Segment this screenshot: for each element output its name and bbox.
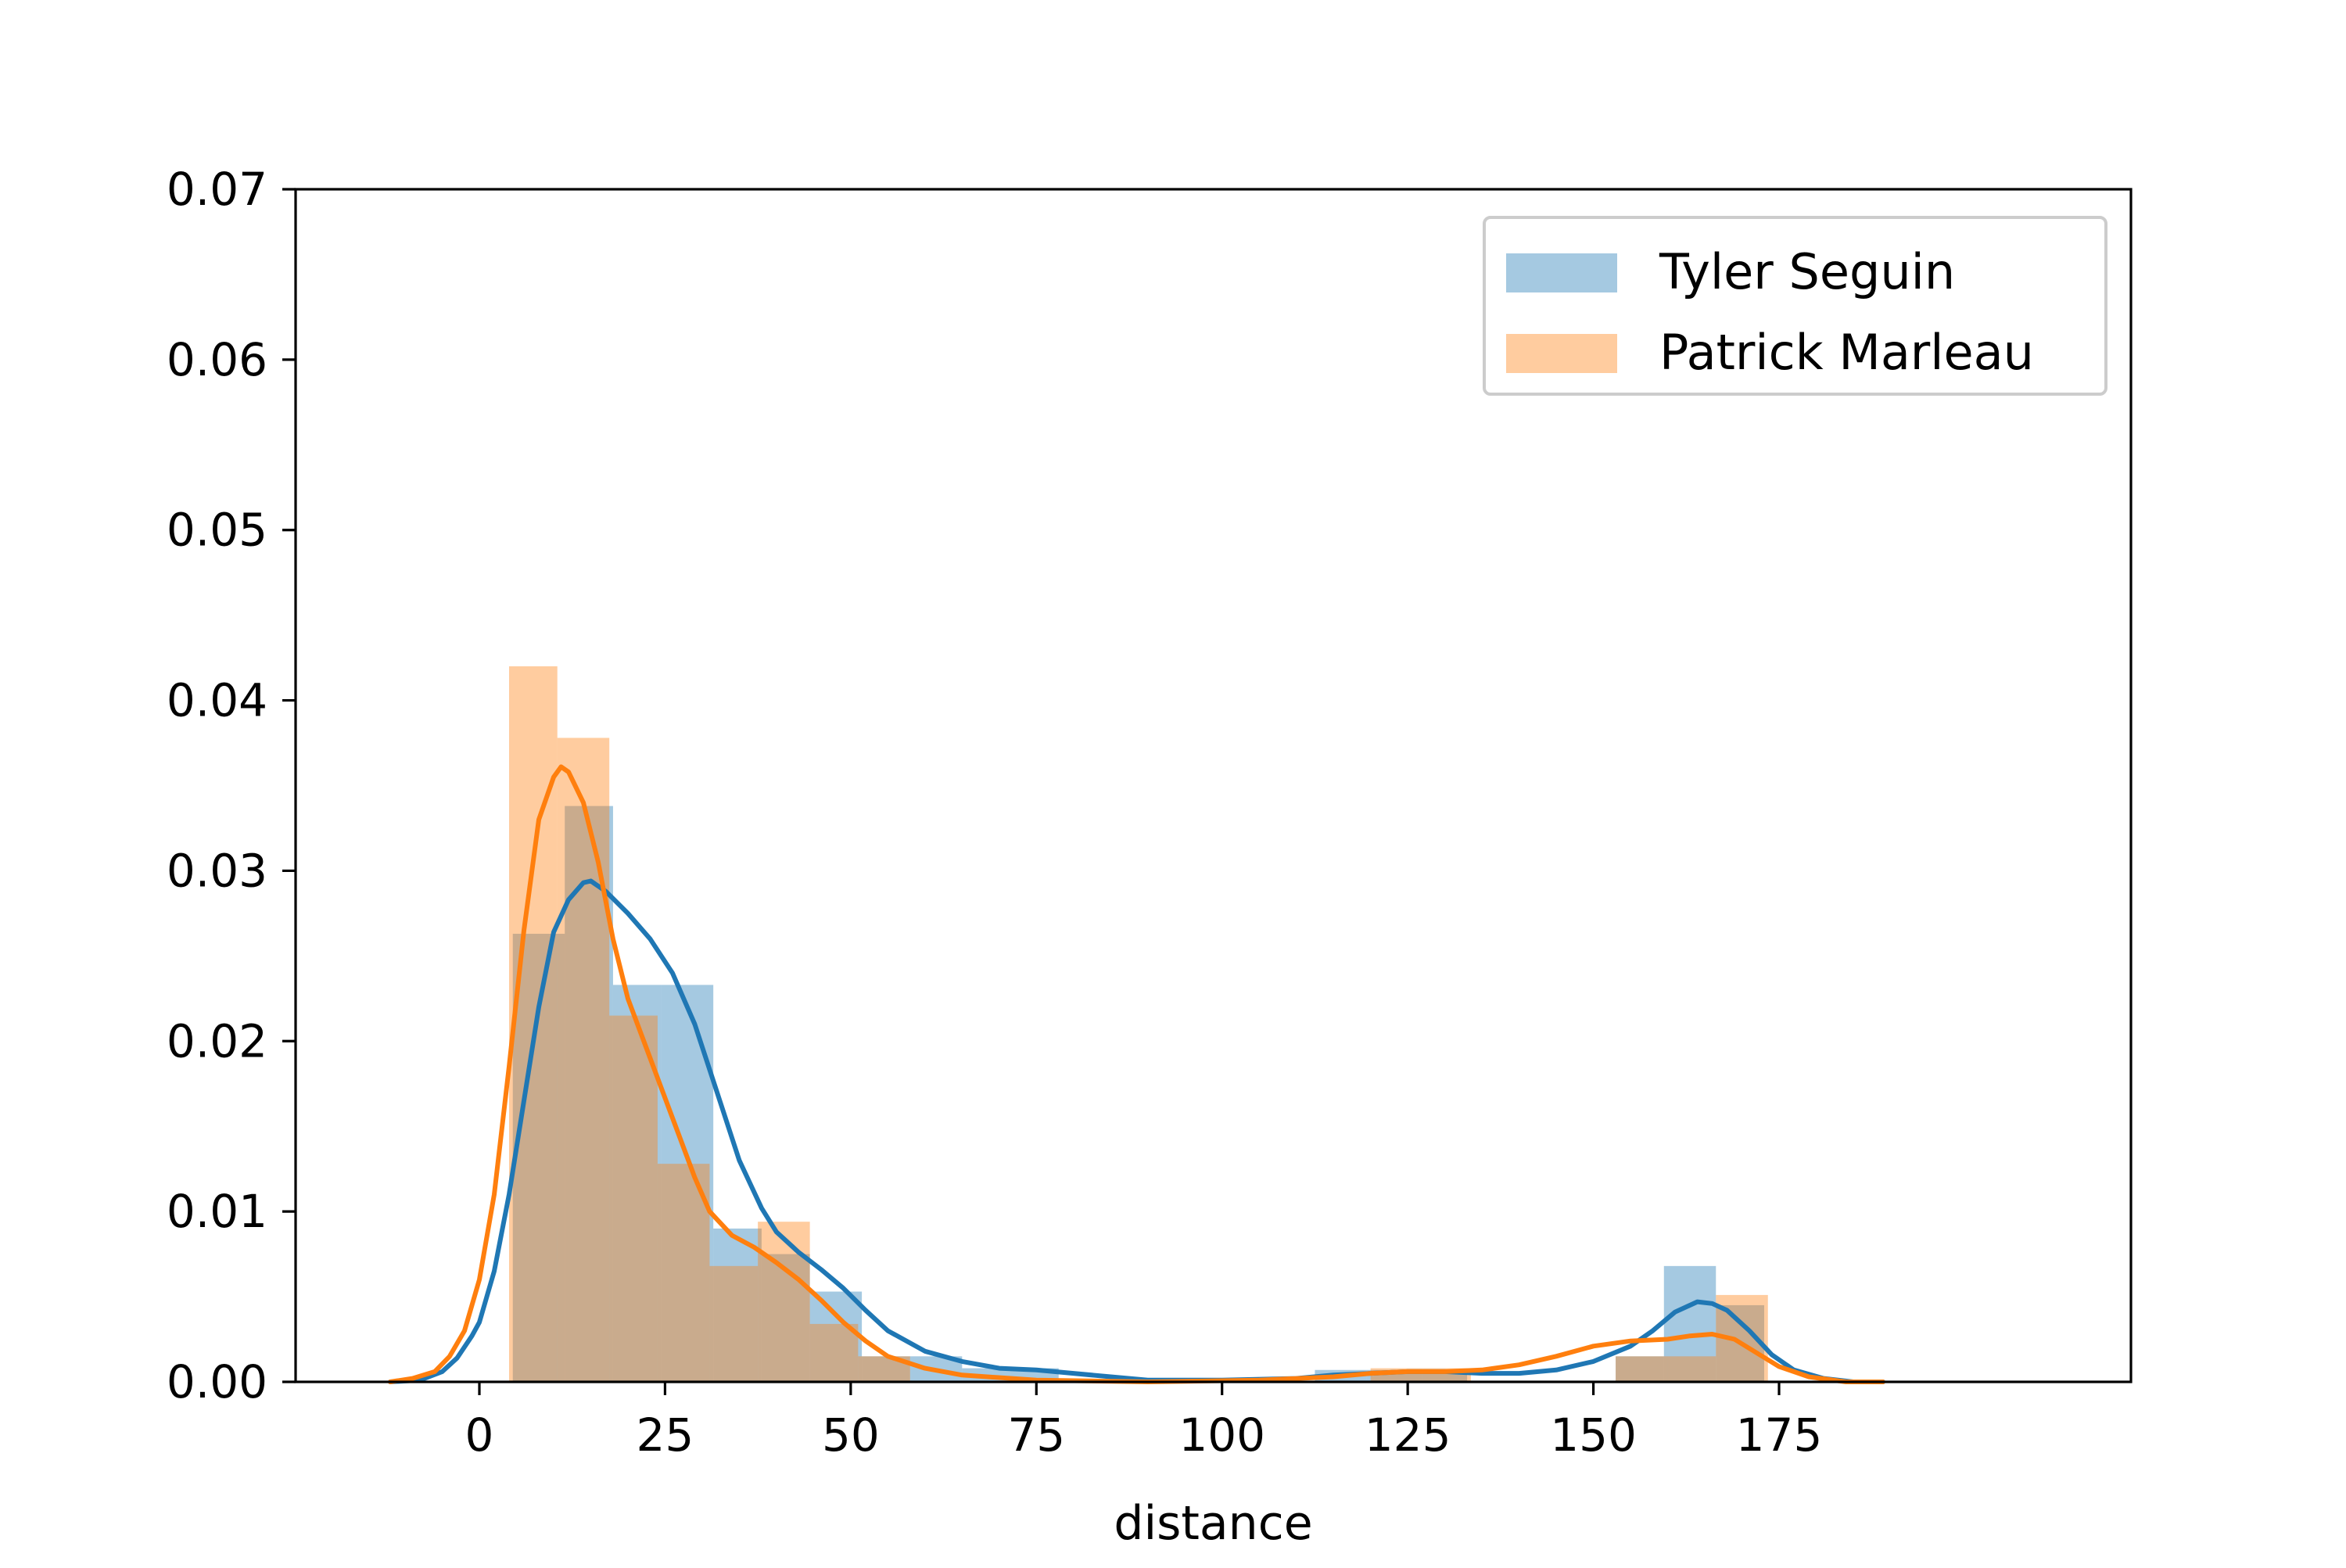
histogram-bar (761, 1254, 810, 1382)
x-tick-label: 0 (465, 1408, 494, 1462)
x-tick-label: 75 (1007, 1408, 1065, 1462)
y-tick-label: 0.00 (167, 1355, 267, 1408)
legend-swatch (1506, 334, 1617, 373)
histogram-bar (809, 1291, 863, 1382)
histogram-bar (713, 1228, 762, 1382)
histogram-bar (557, 737, 610, 1382)
histogram-patrick-marleau (508, 666, 1768, 1382)
y-tick-label: 0.04 (167, 674, 267, 727)
histogram-bar (609, 1015, 658, 1382)
legend-label: Tyler Seguin (1659, 243, 1955, 300)
x-tick-label: 125 (1365, 1408, 1451, 1462)
histogram-bar (508, 666, 558, 1382)
histogram-bar (809, 1323, 859, 1382)
y-axis-ticks: 0.00 0.01 0.02 0.03 0.04 0.05 0.06 0.07 (167, 163, 296, 1408)
legend-box (1483, 216, 2107, 396)
x-axis-label: distance (1114, 1496, 1312, 1551)
histogram-bar (758, 1222, 810, 1382)
kde-line-tyler-seguin (388, 878, 1885, 1384)
y-tick-label: 0.03 (167, 844, 267, 897)
y-tick-label: 0.07 (167, 163, 267, 216)
histogram-bar (1663, 1265, 1716, 1382)
y-tick-label: 0.01 (167, 1185, 267, 1238)
x-tick-label: 175 (1736, 1408, 1823, 1462)
kde-line-patrick-marleau (388, 764, 1885, 1384)
legend-swatch (1506, 253, 1617, 292)
x-axis-ticks: 0 25 50 75 100 125 150 175 (465, 1382, 1823, 1462)
histogram-bar (612, 985, 662, 1382)
x-tick-label: 25 (637, 1408, 694, 1462)
y-tick-label: 0.05 (167, 504, 267, 557)
histogram-bar (709, 1265, 759, 1382)
x-tick-label: 100 (1178, 1408, 1265, 1462)
legend: Tyler Seguin Patrick Marleau (1483, 216, 2107, 396)
y-tick-label: 0.02 (167, 1014, 267, 1067)
legend-label: Patrick Marleau (1659, 324, 2034, 381)
x-tick-label: 50 (822, 1408, 880, 1462)
histogram-bar (1616, 1356, 1664, 1382)
kde-curves (388, 764, 1885, 1384)
histogram-bar (657, 1164, 710, 1382)
x-tick-label: 150 (1550, 1408, 1637, 1462)
histogram-bar (1616, 1356, 1668, 1382)
histogram-bar (1667, 1356, 1716, 1382)
histogram-bars (508, 666, 1768, 1382)
y-tick-label: 0.06 (167, 333, 267, 386)
plot-frame (294, 188, 2133, 1383)
